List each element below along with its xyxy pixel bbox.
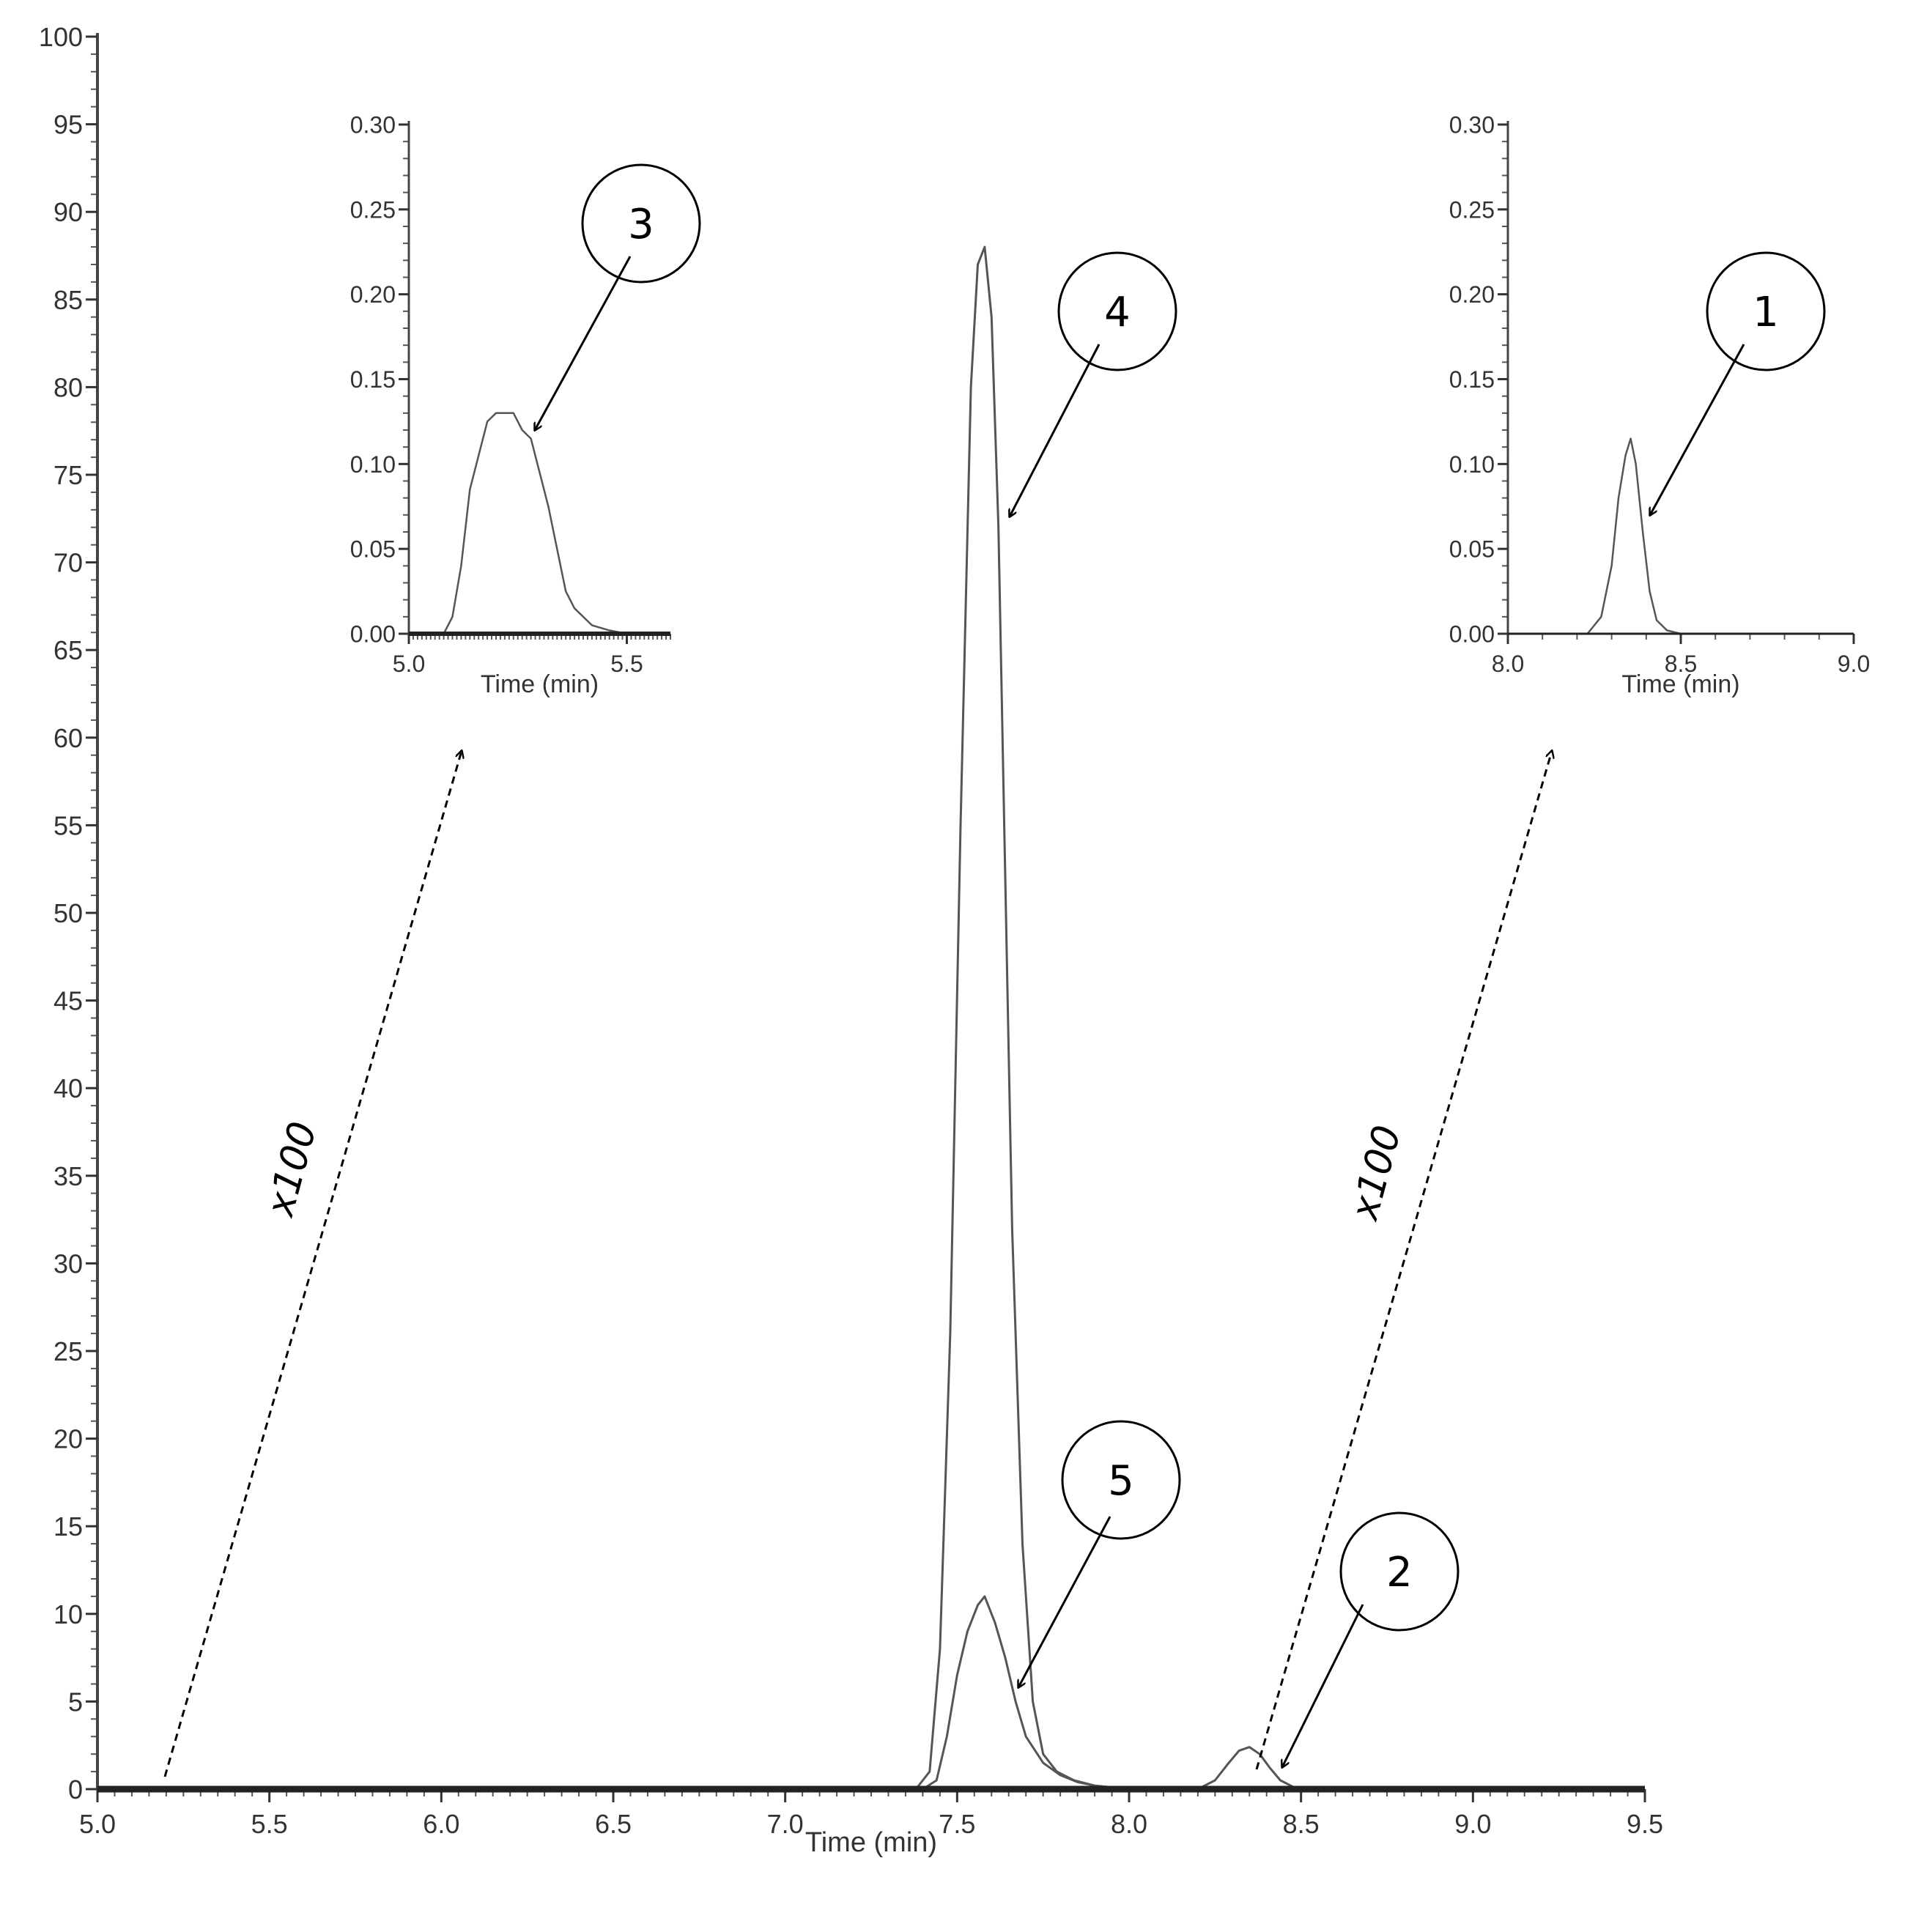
x-tick-label: 8.0 [1492, 651, 1524, 677]
chromatogram-trace [914, 245, 1130, 1791]
x-tick-label: 9.0 [1838, 651, 1870, 677]
peak-callout-arrow [535, 256, 632, 430]
y-tick-label: 25 [53, 1336, 83, 1366]
x-axis-title: Time (min) [805, 1827, 937, 1858]
x-axis-title: Time (min) [481, 670, 599, 698]
y-tick-label: 95 [53, 110, 83, 140]
x-tick-label: 5.5 [251, 1809, 288, 1839]
y-tick-label: 0.20 [1449, 281, 1495, 308]
x-tick-label: 9.0 [1454, 1809, 1491, 1839]
peak-callout-circle [581, 163, 701, 284]
y-tick-label: 80 [53, 372, 83, 402]
inset-right-chart: 8.0 8.5 9.0 0.00 0.05 0.10 0.15 0.20 0.25 0.30 Tim… [1449, 112, 1871, 698]
x-tick-label: 9.5 [1627, 1809, 1663, 1839]
y-tick-label: 55 [53, 810, 83, 840]
y-tick-label: 0 [68, 1774, 83, 1805]
y-tick-label: 15 [53, 1511, 83, 1541]
y-tick-label: 70 [53, 548, 83, 578]
y-tick-label: 10 [53, 1599, 83, 1629]
y-tick-label: 0.15 [1449, 366, 1495, 393]
peak-callout-circle [1706, 251, 1826, 371]
y-tick-label: 0.15 [350, 366, 396, 393]
y-tick-label: 90 [53, 197, 83, 227]
chromatogram-trace [1197, 1746, 1309, 1791]
y-tick-label: 0.30 [350, 112, 396, 138]
y-tick-label: 0.00 [350, 621, 396, 648]
x-tick-label: 6.5 [595, 1809, 632, 1839]
peak-callout-label: 2 [1386, 1549, 1413, 1596]
y-tick-label: 0.25 [350, 196, 396, 223]
x-tick-label: 5.0 [393, 651, 425, 677]
y-tick-label: 0.25 [1449, 196, 1495, 223]
y-tick-label: 0.00 [1449, 621, 1495, 648]
x-tick-label: 7.0 [767, 1809, 804, 1839]
peak-callout-circle [1061, 1420, 1181, 1540]
y-tick-label: 20 [53, 1424, 83, 1454]
y-tick-label: 65 [53, 635, 83, 665]
zoom-multiplier-label: x100 [1342, 1121, 1410, 1226]
peak-callout-arrow [1650, 344, 1745, 515]
x-tick-label: 6.0 [423, 1809, 459, 1839]
chromatogram-trace [1586, 437, 1682, 635]
x-tick-label: 5.0 [79, 1809, 116, 1839]
inset-left-chart: 5.0 5.5 0.00 0.05 0.10 0.15 0.20 0.25 0.30 Time (… [350, 112, 701, 698]
peak-callout-circle [1057, 251, 1177, 371]
annotation-layer: x100 x100 [163, 751, 1552, 1777]
y-tick-label: 0.05 [1449, 536, 1495, 563]
y-tick-label: 0.10 [1449, 451, 1495, 478]
y-tick-label: 5 [68, 1687, 83, 1717]
y-tick-label: 0.10 [350, 451, 396, 478]
x-tick-label: 5.5 [610, 651, 643, 677]
peak-callout-arrow [1010, 344, 1101, 517]
y-tick-label: 0.20 [350, 281, 396, 308]
x-tick-label: 7.5 [939, 1809, 975, 1839]
zoom-multiplier-label: x100 [258, 1117, 325, 1222]
zoom-dashed-arrow [163, 751, 462, 1777]
y-tick-label: 75 [53, 460, 83, 490]
y-tick-label: 45 [53, 986, 83, 1016]
x-axis-title: Time (min) [1621, 670, 1739, 698]
chromatogram-trace [922, 1595, 1147, 1791]
chromatogram-trace [443, 412, 627, 635]
peak-callout-circle [1339, 1511, 1460, 1632]
peak-callout-label: 1 [1753, 289, 1779, 336]
y-tick-label: 0.05 [350, 536, 396, 563]
peak-callout-arrow [1282, 1604, 1364, 1767]
y-tick-label: 85 [53, 285, 83, 315]
y-tick-label: 100 [39, 22, 83, 52]
x-tick-label: 8.5 [1665, 651, 1697, 677]
y-tick-label: 30 [53, 1248, 83, 1278]
y-tick-label: 60 [53, 723, 83, 753]
y-tick-label: 35 [53, 1161, 83, 1191]
x-tick-label: 8.5 [1283, 1809, 1320, 1839]
peak-callout-label: 5 [1108, 1457, 1134, 1505]
x-tick-label: 8.0 [1111, 1809, 1147, 1839]
y-tick-label: 0.30 [1449, 112, 1495, 138]
main-chart: 5.0 5.5 6.0 6.5 7.0 7.5 8.0 8.5 9.0 9.50510152025… [39, 22, 1663, 1858]
y-tick-label: 40 [53, 1073, 83, 1103]
peak-callout-label: 3 [628, 201, 654, 248]
zoom-dashed-arrow [1255, 751, 1552, 1770]
y-tick-label: 50 [53, 898, 83, 928]
peak-callout-label: 4 [1104, 289, 1131, 336]
peak-callout-arrow [1018, 1516, 1111, 1687]
